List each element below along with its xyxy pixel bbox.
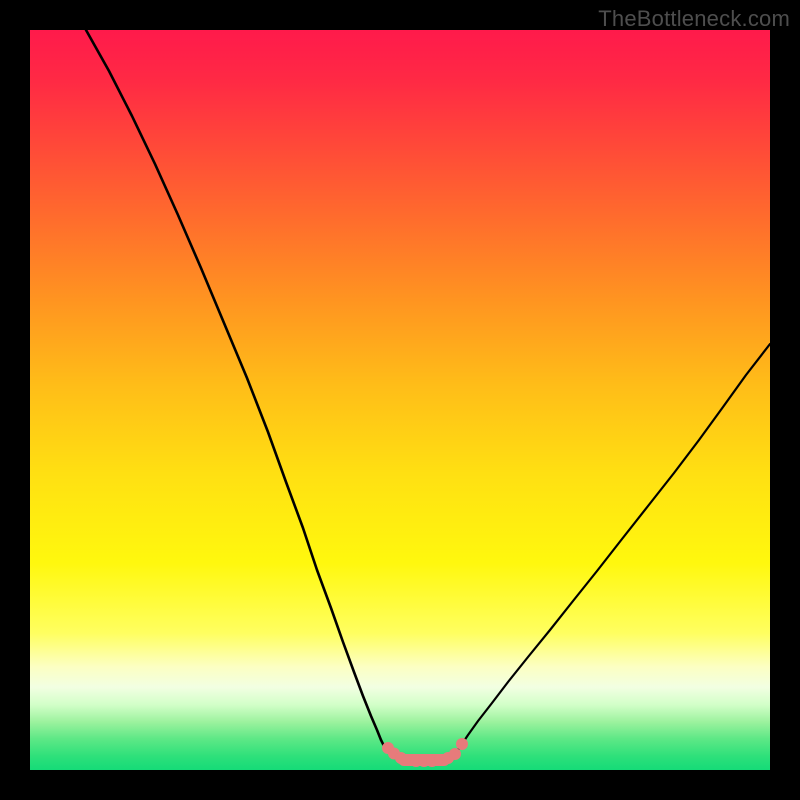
stage: TheBottleneck.com <box>0 0 800 800</box>
valley-dot <box>456 738 468 750</box>
valley-dot <box>449 748 461 760</box>
plot-background <box>30 30 770 770</box>
plot-svg <box>0 0 800 800</box>
watermark: TheBottleneck.com <box>598 6 790 32</box>
